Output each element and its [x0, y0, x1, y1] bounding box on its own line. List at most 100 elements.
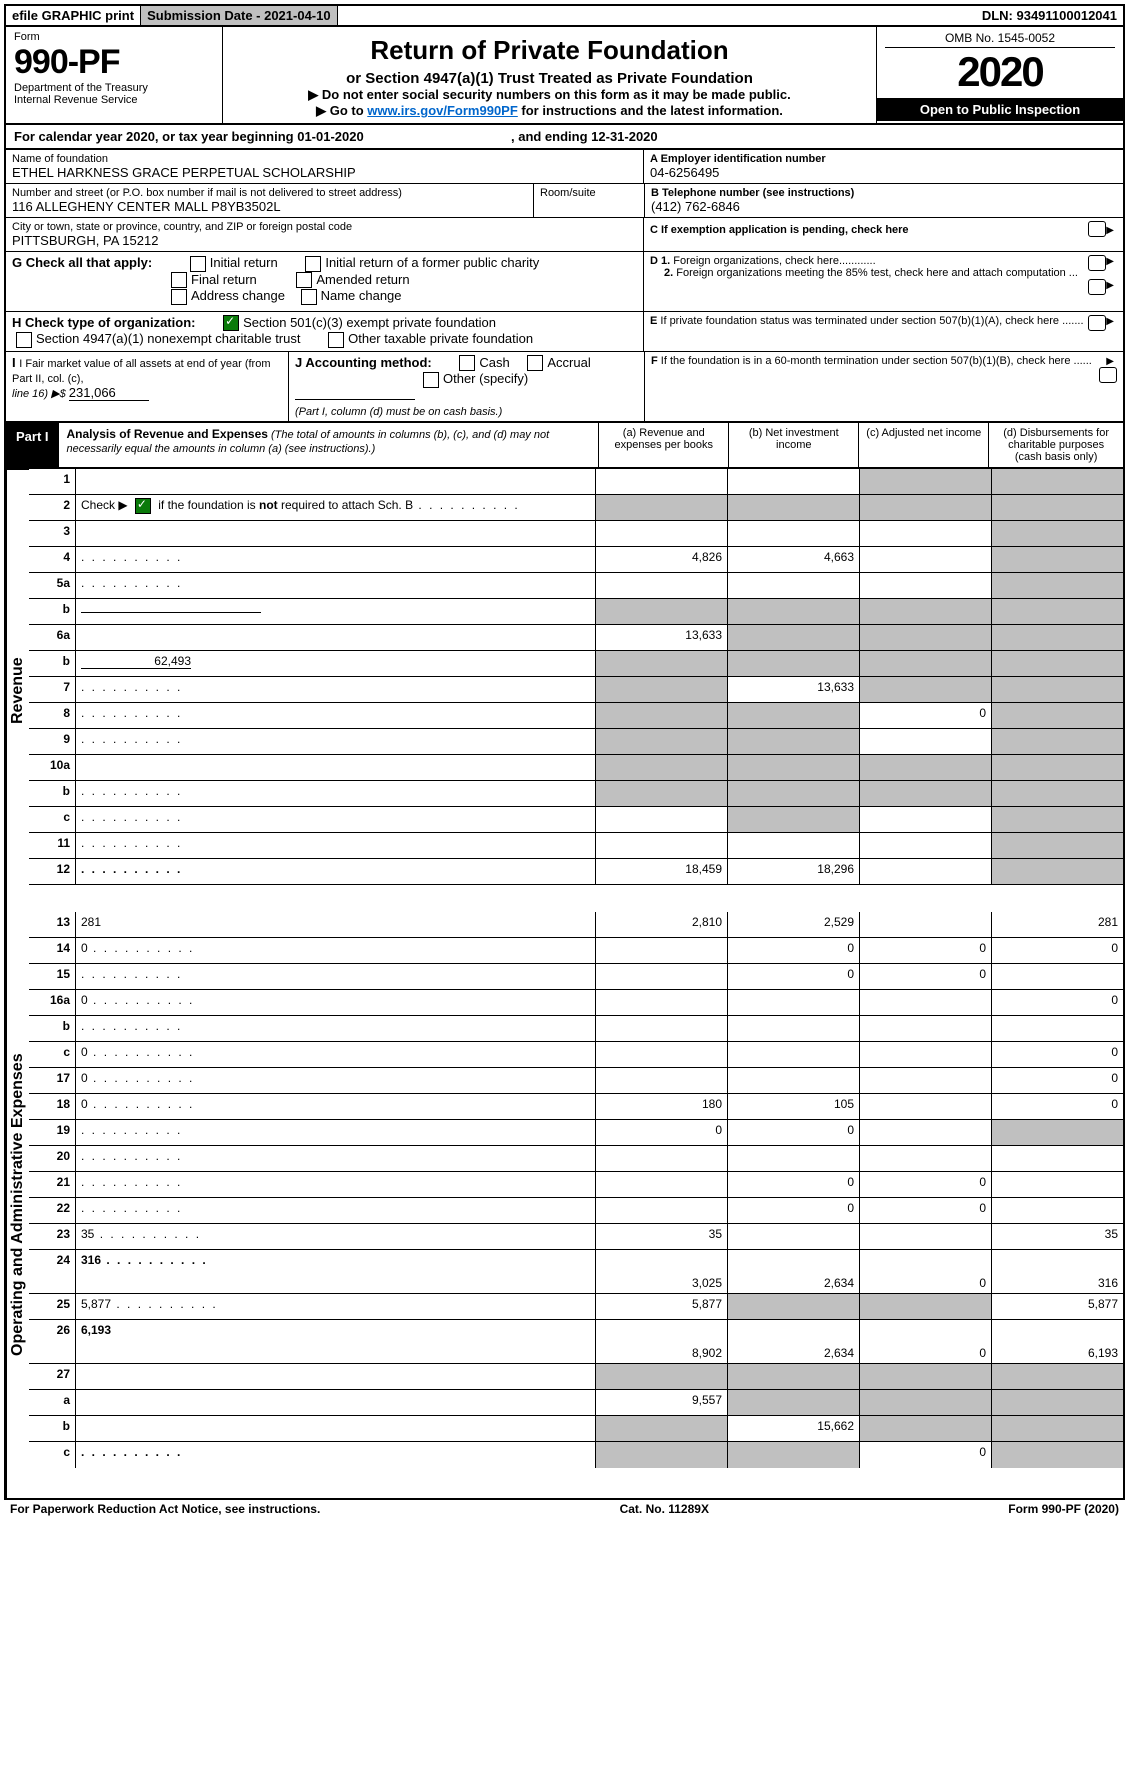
amount-cell: 5,877 [596, 1294, 728, 1320]
line-number: b [29, 781, 76, 807]
table-row: 5a [29, 573, 1123, 599]
line-number: b [29, 1416, 76, 1442]
amount-cell [992, 547, 1123, 573]
j-cash-checkbox[interactable] [459, 355, 475, 371]
amount-cell [596, 833, 728, 859]
line-number: 13 [29, 912, 76, 938]
amount-cell [596, 1442, 728, 1468]
line-description: 35 [76, 1224, 596, 1250]
amended-checkbox[interactable] [296, 272, 312, 288]
amount-cell: 0 [860, 1172, 992, 1198]
line-description [76, 859, 596, 885]
line-number: 1 [29, 469, 76, 495]
amount-cell [860, 677, 992, 703]
amount-cell [992, 1442, 1123, 1468]
table-row: 80 [29, 703, 1123, 729]
line-description [76, 1172, 596, 1198]
h-label: H Check type of organization: [12, 315, 195, 330]
initial-former-checkbox[interactable] [305, 256, 321, 272]
amount-cell: 0 [992, 990, 1123, 1016]
line-number: 19 [29, 1120, 76, 1146]
j-accrual-checkbox[interactable] [527, 355, 543, 371]
table-row: 255,8775,8775,877 [29, 1294, 1123, 1320]
amount-cell: 35 [596, 1224, 728, 1250]
table-row: 1218,45918,296 [29, 859, 1123, 885]
amount-cell [596, 1146, 728, 1172]
amount-cell [860, 729, 992, 755]
amount-cell [728, 781, 860, 807]
top-row: efile GRAPHIC print Submission Date - 20… [4, 4, 1125, 27]
amount-cell [992, 1146, 1123, 1172]
d1-checkbox[interactable] [1088, 255, 1106, 271]
table-row: c [29, 807, 1123, 833]
line-description [76, 573, 596, 599]
c-label: C If exemption application is pending, c… [650, 224, 909, 236]
amount-cell: 0 [992, 938, 1123, 964]
name-change-checkbox[interactable] [301, 289, 317, 305]
amount-cell [860, 1094, 992, 1120]
phone-label: B Telephone number (see instructions) [651, 187, 1117, 199]
table-row: 243163,0252,6340316 [29, 1250, 1123, 1294]
amount-cell: 0 [728, 964, 860, 990]
c-checkbox[interactable] [1088, 221, 1106, 237]
final-checkbox[interactable] [171, 272, 187, 288]
col-a-header: (a) Revenue and expenses per books [599, 423, 729, 467]
j-other-checkbox[interactable] [423, 372, 439, 388]
amount-cell: 3,025 [596, 1250, 728, 1294]
line-number: b [29, 1016, 76, 1042]
amount-cell [860, 1042, 992, 1068]
h2-checkbox[interactable] [16, 332, 32, 348]
e-checkbox[interactable] [1088, 315, 1106, 331]
table-row: 23353535 [29, 1224, 1123, 1250]
table-row: b 62,493 [29, 651, 1123, 677]
h3-checkbox[interactable] [328, 332, 344, 348]
form-subtitle: or Section 4947(a)(1) Trust Treated as P… [231, 70, 868, 87]
table-row: 266,1938,9022,63406,193 [29, 1320, 1123, 1364]
amount-cell [992, 1120, 1123, 1146]
line-description [76, 1198, 596, 1224]
line-number: 15 [29, 964, 76, 990]
amount-cell [728, 1442, 860, 1468]
line-description [76, 781, 596, 807]
addr-change-checkbox[interactable] [171, 289, 187, 305]
amount-cell: 5,877 [992, 1294, 1123, 1320]
initial-checkbox[interactable] [190, 256, 206, 272]
table-row: 1700 [29, 1068, 1123, 1094]
amount-cell [728, 703, 860, 729]
amount-cell: 35 [992, 1224, 1123, 1250]
irs-link[interactable]: www.irs.gov/Form990PF [367, 103, 518, 118]
amount-cell [860, 469, 992, 495]
amount-cell: 316 [992, 1250, 1123, 1294]
amount-cell [596, 521, 728, 547]
line-number: 20 [29, 1146, 76, 1172]
page-footer: For Paperwork Reduction Act Notice, see … [4, 1500, 1125, 1518]
col-b-header: (b) Net investment income [729, 423, 859, 467]
amount-cell [992, 599, 1123, 625]
amount-cell: 2,634 [728, 1250, 860, 1294]
amount-cell: 13,633 [596, 625, 728, 651]
i-value: 231,066 [69, 385, 149, 401]
amount-cell [992, 1364, 1123, 1390]
f-checkbox[interactable] [1099, 367, 1117, 383]
h1-checkbox[interactable] [223, 315, 239, 331]
line-description: 62,493 [76, 651, 596, 677]
revenue-expense-table: Revenue 12Check ▶ if the foundation is n… [4, 469, 1125, 1500]
line-description: 6,193 [76, 1320, 596, 1364]
table-row: 1900 [29, 1120, 1123, 1146]
d2-checkbox[interactable] [1088, 279, 1106, 295]
city-label: City or town, state or province, country… [12, 221, 637, 233]
amount-cell [992, 781, 1123, 807]
amount-cell: 0 [860, 964, 992, 990]
line-description: 0 [76, 938, 596, 964]
amount-cell [596, 755, 728, 781]
table-row: b [29, 1016, 1123, 1042]
line-number: 11 [29, 833, 76, 859]
expenses-sideband: Operating and Administrative Expenses [6, 912, 29, 1498]
amount-cell: 0 [992, 1094, 1123, 1120]
amount-cell: 4,663 [728, 547, 860, 573]
line-number: 25 [29, 1294, 76, 1320]
amount-cell [596, 938, 728, 964]
amount-cell: 0 [992, 1042, 1123, 1068]
table-row: a9,557 [29, 1390, 1123, 1416]
amount-cell: 2,529 [728, 912, 860, 938]
